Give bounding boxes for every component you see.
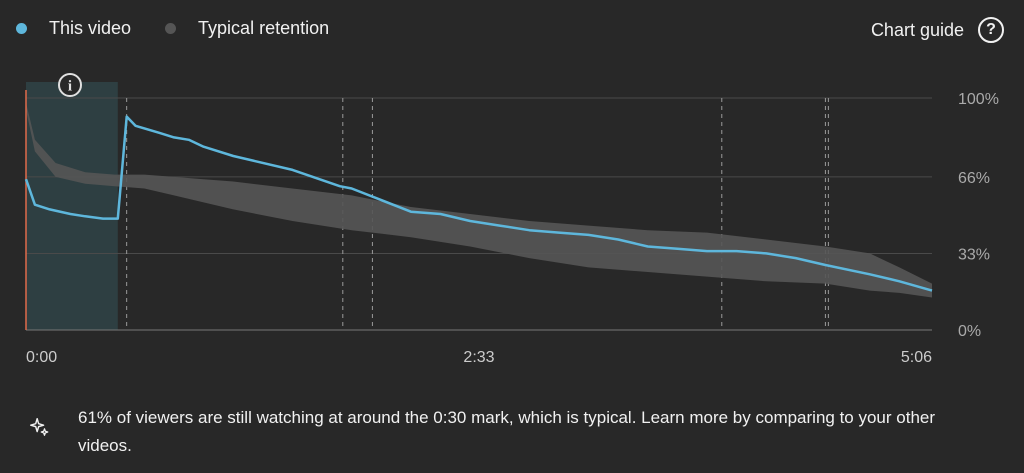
chart-legend: This video Typical retention [16,18,363,39]
chart-guide-label: Chart guide [870,19,964,40]
help-circle-icon: ? [978,17,1004,43]
y-tick-label: 0% [958,323,981,340]
this-video-dot-icon [16,23,27,34]
legend-label-this-video: This video [49,18,132,38]
info-icon[interactable]: i [58,73,82,97]
x-tick-label: 5:06 [901,349,932,366]
svg-text:i: i [68,79,72,95]
sparkle-icon [30,418,49,436]
retention-chart: 100% 66% 33% 0% 0:00 2:33 5:06 i [24,73,999,366]
legend-label-typical-retention: Typical retention [198,18,330,38]
typical-retention-dot-icon [165,23,177,34]
this-video-line [24,115,933,292]
legend-item-this-video[interactable]: This video [16,18,131,39]
y-tick-label: 33% [958,246,990,263]
y-tick-label: 100% [958,91,999,108]
insight-text: 61% of viewers are still watching at aro… [78,408,936,455]
chart-guide-button[interactable]: Chart guide ? [871,17,1004,43]
x-tick-label: 2:33 [463,349,494,366]
insight-row: 61% of viewers are still watching at aro… [28,404,978,460]
y-tick-label: 66% [958,170,990,187]
typical-retention-band [26,102,932,298]
legend-item-typical-retention[interactable]: Typical retention [165,18,329,39]
x-tick-label: 0:00 [26,349,57,366]
